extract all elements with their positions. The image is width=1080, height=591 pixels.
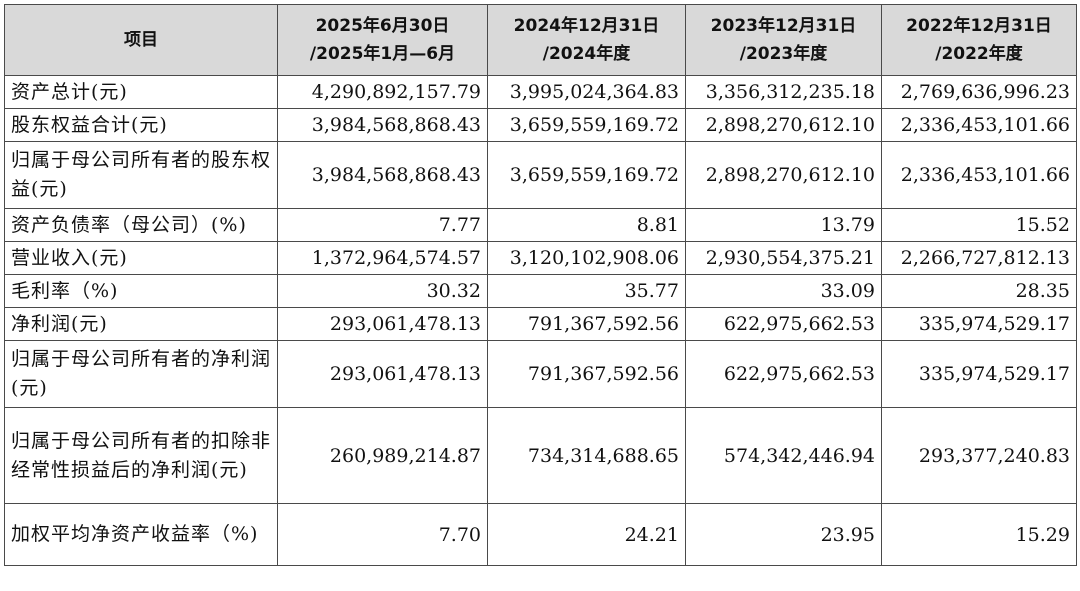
cell-value: 2,898,270,612.10 [685,108,882,142]
row-label: 资产总计(元) [4,75,278,109]
cell-value: 3,984,568,868.43 [277,141,488,209]
header-period-range: /2022年度 [935,44,1023,64]
cell-value: 28.35 [881,274,1077,308]
header-period-date: 2023年12月31日 [710,16,857,36]
table-row: 营业收入(元) 1,372,964,574.57 3,120,102,908.0… [4,241,1077,275]
header-period-date: 2022年12月31日 [906,16,1052,36]
cell-value: 3,120,102,908.06 [487,241,686,275]
row-label: 资产负债率（母公司）(%) [4,208,278,242]
table-row: 净利润(元) 293,061,478.13 791,367,592.56 622… [4,307,1077,341]
header-period-date: 2025年6月30日 [315,16,450,36]
cell-value: 791,367,592.56 [487,340,686,408]
row-label: 净利润(元) [4,307,278,341]
cell-value: 2,769,636,996.23 [881,75,1077,109]
header-period-range: /2024年度 [542,44,631,64]
header-item: 项目 [4,4,278,76]
row-label: 归属于母公司所有者的扣除非经常性损益后的净利润(元) [4,407,278,504]
cell-value: 15.52 [881,208,1077,242]
cell-value: 293,377,240.83 [881,407,1077,504]
cell-value: 791,367,592.56 [487,307,686,341]
row-label: 营业收入(元) [4,241,278,275]
cell-value: 734,314,688.65 [487,407,686,504]
table-row: 资产负债率（母公司）(%) 7.77 8.81 13.79 15.52 [4,208,1077,242]
table-row: 资产总计(元) 4,290,892,157.79 3,995,024,364.8… [4,75,1077,109]
cell-value: 622,975,662.53 [685,307,882,341]
cell-value: 23.95 [685,503,882,566]
cell-value: 7.70 [277,503,488,566]
table-row: 归属于母公司所有者的股东权益(元) 3,984,568,868.43 3,659… [4,141,1077,209]
header-period-2023: 2023年12月31日 /2023年度 [685,4,882,76]
table-row: 毛利率（%) 30.32 35.77 33.09 28.35 [4,274,1077,308]
table-row: 股东权益合计(元) 3,984,568,868.43 3,659,559,169… [4,108,1077,142]
cell-value: 33.09 [685,274,882,308]
table-row: 归属于母公司所有者的扣除非经常性损益后的净利润(元) 260,989,214.8… [4,407,1077,504]
cell-value: 3,984,568,868.43 [277,108,488,142]
row-label: 股东权益合计(元) [4,108,278,142]
cell-value: 335,974,529.17 [881,340,1077,408]
cell-value: 2,930,554,375.21 [685,241,882,275]
header-period-date: 2024年12月31日 [513,16,660,36]
cell-value: 2,266,727,812.13 [881,241,1077,275]
cell-value: 3,995,024,364.83 [487,75,686,109]
cell-value: 15.29 [881,503,1077,566]
row-label: 归属于母公司所有者的净利润(元) [4,340,278,408]
cell-value: 7.77 [277,208,488,242]
cell-value: 1,372,964,574.57 [277,241,488,275]
cell-value: 35.77 [487,274,686,308]
cell-value: 24.21 [487,503,686,566]
cell-value: 30.32 [277,274,488,308]
header-period-range: /2025年1月—6月 [309,44,456,64]
table-header-row: 项目 2025年6月30日 /2025年1月—6月 2024年12月31日 /2… [4,4,1077,76]
row-label: 毛利率（%) [4,274,278,308]
cell-value: 293,061,478.13 [277,340,488,408]
cell-value: 622,975,662.53 [685,340,882,408]
cell-value: 3,356,312,235.18 [685,75,882,109]
table-row: 加权平均净资产收益率（%) 7.70 24.21 23.95 15.29 [4,503,1077,566]
row-label: 加权平均净资产收益率（%) [4,503,278,566]
header-period-2022: 2022年12月31日 /2022年度 [881,4,1077,76]
cell-value: 2,336,453,101.66 [881,141,1077,209]
cell-value: 13.79 [685,208,882,242]
header-period-2025h1: 2025年6月30日 /2025年1月—6月 [277,4,488,76]
header-period-range: /2023年度 [739,44,828,64]
cell-value: 3,659,559,169.72 [487,141,686,209]
cell-value: 3,659,559,169.72 [487,108,686,142]
row-label: 归属于母公司所有者的股东权益(元) [4,141,278,209]
cell-value: 260,989,214.87 [277,407,488,504]
cell-value: 4,290,892,157.79 [277,75,488,109]
cell-value: 8.81 [487,208,686,242]
financial-data-table: 项目 2025年6月30日 /2025年1月—6月 2024年12月31日 /2… [4,4,1077,566]
table-row: 归属于母公司所有者的净利润(元) 293,061,478.13 791,367,… [4,340,1077,408]
cell-value: 2,336,453,101.66 [881,108,1077,142]
header-period-2024: 2024年12月31日 /2024年度 [487,4,686,76]
cell-value: 335,974,529.17 [881,307,1077,341]
cell-value: 2,898,270,612.10 [685,141,882,209]
cell-value: 574,342,446.94 [685,407,882,504]
cell-value: 293,061,478.13 [277,307,488,341]
